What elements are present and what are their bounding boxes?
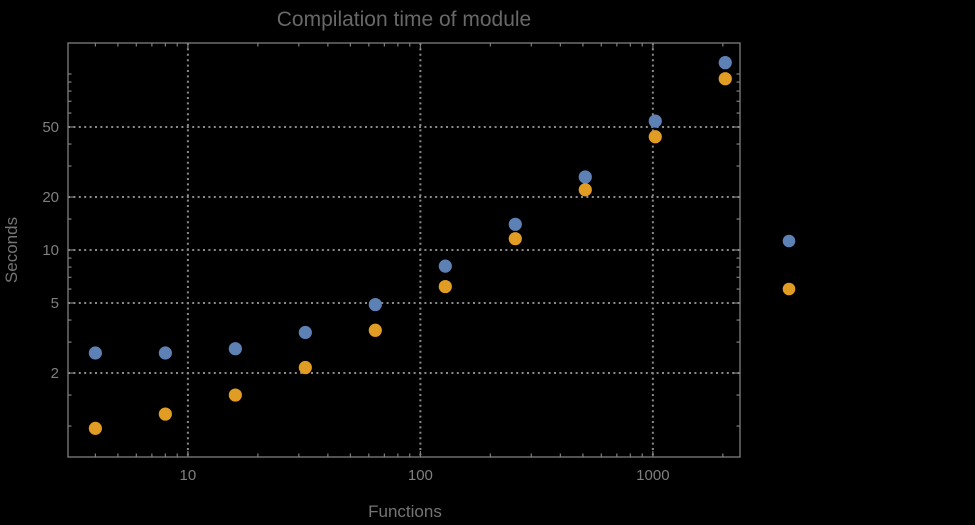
data-point-orange	[298, 360, 312, 375]
y-tick-label: 2	[51, 365, 59, 382]
data-point-blue	[508, 217, 522, 231]
data-point-orange	[368, 323, 382, 337]
data-point-blue	[158, 346, 172, 360]
data-point-orange	[578, 183, 592, 197]
data-point-blue	[88, 346, 102, 360]
y-tick-label: 5	[51, 295, 59, 312]
legend-marker-blue	[782, 234, 796, 248]
data-point-orange	[508, 232, 522, 246]
data-point-blue	[438, 259, 452, 273]
y-tick-label: 50	[42, 119, 59, 136]
legend-marker-orange	[782, 282, 796, 296]
chart-title: Compilation time of module	[277, 8, 531, 31]
data-point-blue	[718, 56, 732, 70]
data-point-orange	[438, 279, 452, 294]
data-point-blue	[578, 170, 592, 184]
data-point-orange	[158, 407, 172, 421]
y-axis-label: Seconds	[2, 217, 21, 283]
data-point-blue	[368, 297, 382, 312]
data-point-blue	[228, 342, 242, 356]
x-tick-label: 1000	[636, 467, 669, 484]
y-tick-label: 10	[42, 242, 59, 259]
data-point-orange	[228, 388, 242, 402]
x-tick-label: 10	[180, 467, 197, 484]
data-point-orange	[718, 72, 732, 86]
data-point-orange	[88, 421, 102, 435]
y-tick-label: 20	[42, 189, 59, 206]
data-point-orange	[648, 130, 662, 144]
data-point-blue	[298, 325, 312, 340]
x-axis-label: Functions	[368, 502, 442, 521]
x-tick-label: 100	[408, 467, 433, 484]
data-point-blue	[648, 114, 662, 128]
